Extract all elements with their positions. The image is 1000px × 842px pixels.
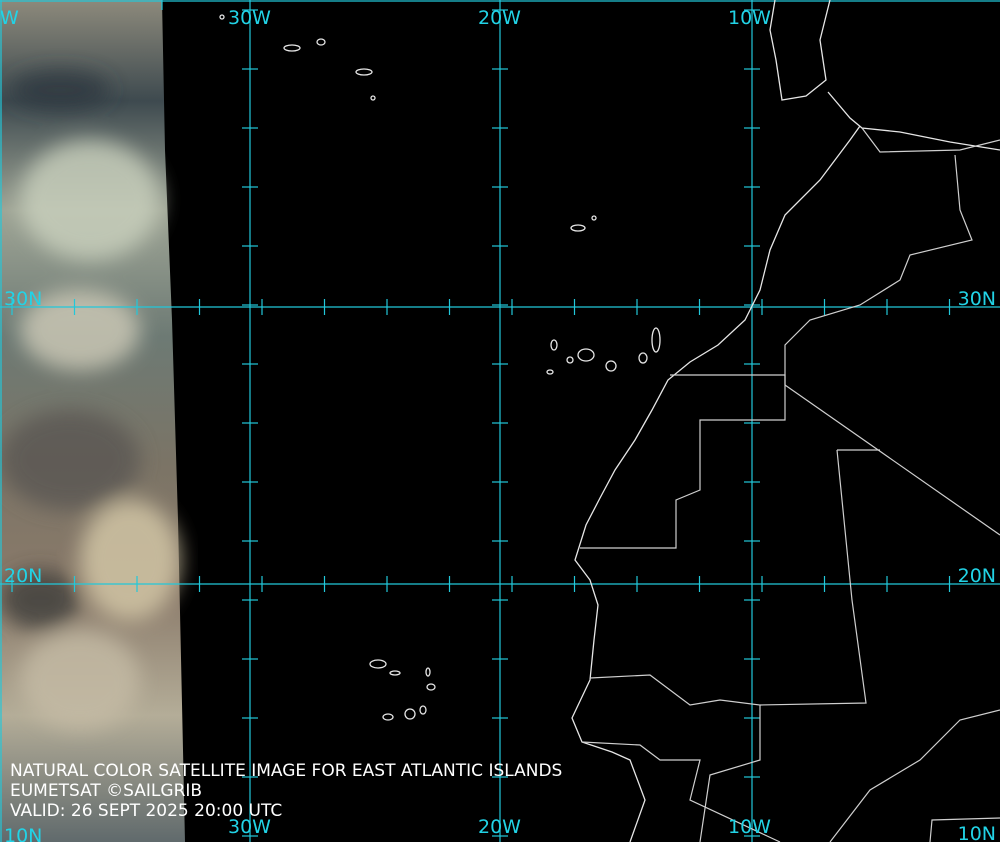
caption-credit: EUMETSAT ©SAILGRIB	[10, 781, 202, 801]
cloud-imagery	[0, 0, 185, 842]
lat-label: 10N	[4, 825, 42, 842]
caption-valid: VALID: 26 SEPT 2025 20:00 UTC	[10, 801, 282, 821]
islands	[219, 14, 661, 721]
caption-title: NATURAL COLOR SATELLITE IMAGE FOR EAST A…	[10, 761, 562, 781]
coastlines	[571, 0, 1000, 842]
lat-label: 30N	[958, 288, 996, 310]
lat-label: 10N	[958, 823, 996, 842]
lat-label: 30N	[4, 288, 42, 310]
lon-label: 20W	[478, 816, 521, 838]
lat-label: 20N	[4, 565, 42, 587]
lon-label: 30W	[228, 816, 271, 838]
lon-label: 10W	[728, 816, 771, 838]
lat-label: 20N	[958, 565, 996, 587]
lon-label: 10W	[728, 7, 771, 29]
lon-label: 30W	[228, 7, 271, 29]
lon-label: 20W	[478, 7, 521, 29]
lon-label: W	[0, 7, 19, 29]
